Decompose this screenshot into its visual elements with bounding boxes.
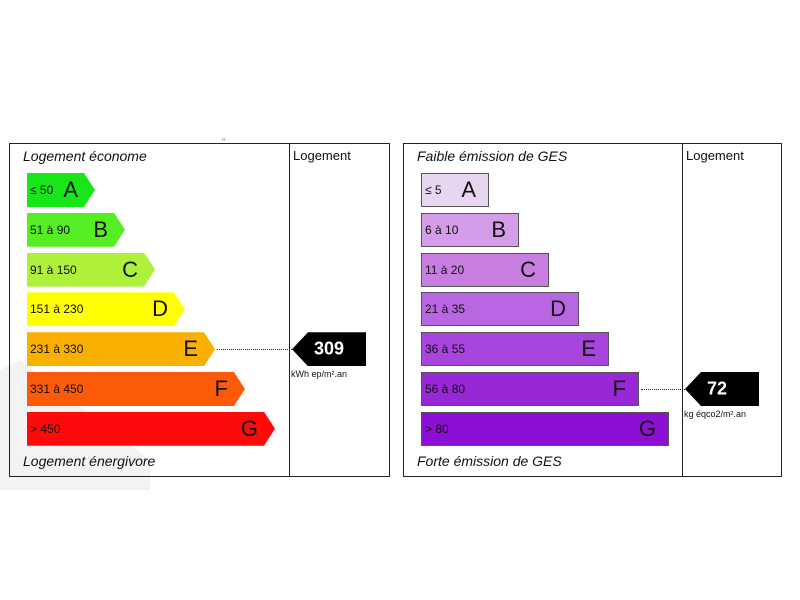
ges-bar-d-range: 21 à 35 <box>425 302 466 317</box>
tick-mark: ” <box>222 137 225 147</box>
energy-bar-a: ≤ 50 A <box>27 173 95 207</box>
ges-bar-a-letter: A <box>461 177 476 202</box>
ges-bar-g-range: > 80 <box>425 421 449 436</box>
energy-label-panel: Logement économe Logement énergivore Log… <box>9 143 390 477</box>
energy-column-header: Logement <box>293 148 351 163</box>
ges-bar-g-letter: G <box>638 415 656 441</box>
ges-bar-e-letter: E <box>581 336 596 362</box>
energy-bar-e-range: 231 à 330 <box>30 342 84 357</box>
ges-unit: kg éqco2/m².an <box>684 409 747 419</box>
ges-bar-e: 36 à 55 E <box>421 332 609 367</box>
energy-bottom-label: Logement énergivore <box>23 453 156 469</box>
energy-bar-e-letter: E <box>183 336 198 362</box>
energy-pointer-line <box>217 349 292 351</box>
energy-unit: kWh ep/m².an <box>291 369 348 380</box>
ges-bar-g: > 80 G <box>421 411 669 446</box>
ges-column-header: Logement <box>686 148 744 163</box>
ges-bar-f: 56 à 80 F <box>421 372 639 406</box>
ges-column-divider <box>682 144 683 476</box>
energy-top-label: Logement économe <box>23 148 147 164</box>
ges-bar-b: 6 à 10 B <box>421 212 519 247</box>
energy-bar-d: 151 à 230 D <box>27 292 185 326</box>
ges-bar-f-range: 56 à 80 <box>425 382 466 396</box>
energy-bar-c: 91 à 150 C <box>27 253 155 287</box>
energy-bar-a-range: ≤ 50 <box>30 183 54 197</box>
ges-top-label: Faible émission de GES <box>417 148 568 164</box>
ges-bar-c-range: 11 à 20 <box>425 262 465 277</box>
energy-bar-f-letter: F <box>214 376 228 401</box>
ges-bar-a-range: ≤ 5 <box>425 183 442 197</box>
energy-bar-g-range: > 450 <box>30 421 61 436</box>
energy-bar-b: 51 à 90 B <box>27 213 125 247</box>
ges-bar-b-range: 6 à 10 <box>425 222 459 237</box>
energy-bar-c-range: 91 à 150 <box>30 262 77 277</box>
ges-bottom-label: Forte émission de GES <box>417 453 562 469</box>
energy-bar-d-range: 151 à 230 <box>30 302 84 317</box>
ges-bar-e-range: 36 à 55 <box>425 342 466 357</box>
energy-column-divider <box>289 144 290 476</box>
ges-bar-a: ≤ 5 A <box>421 173 489 207</box>
energy-bar-g: > 450 G <box>27 412 275 446</box>
energy-bar-c-letter: C <box>122 256 138 282</box>
ges-value: 72 <box>707 378 728 399</box>
ges-bar-b-letter: B <box>491 216 506 242</box>
energy-bar-b-range: 51 à 90 <box>30 222 71 237</box>
ges-bar-f-letter: F <box>612 376 626 401</box>
energy-value-marker: 309 <box>292 332 366 367</box>
energy-bar-e: 231 à 330 E <box>27 332 215 366</box>
ges-label-panel: Faible émission de GES Forte émission de… <box>403 143 782 477</box>
energy-bar-d-letter: D <box>152 296 168 322</box>
ges-bar-d: 21 à 35 D <box>421 292 579 327</box>
ges-bar-d-letter: D <box>550 296 566 322</box>
energy-bar-a-letter: A <box>63 177 78 202</box>
ges-pointer-line <box>641 389 685 390</box>
ges-bar-c: 11 à 20 C <box>421 252 549 287</box>
ges-bar-c-letter: C <box>520 256 536 282</box>
energy-bar-f-range: 331 à 450 <box>30 382 84 396</box>
energy-bar-b-letter: B <box>93 216 108 242</box>
energy-bar-g-letter: G <box>240 415 258 441</box>
energy-value: 309 <box>314 338 345 359</box>
ges-value-marker: 72 <box>685 372 759 406</box>
energy-bar-f: 331 à 450 F <box>27 372 245 406</box>
